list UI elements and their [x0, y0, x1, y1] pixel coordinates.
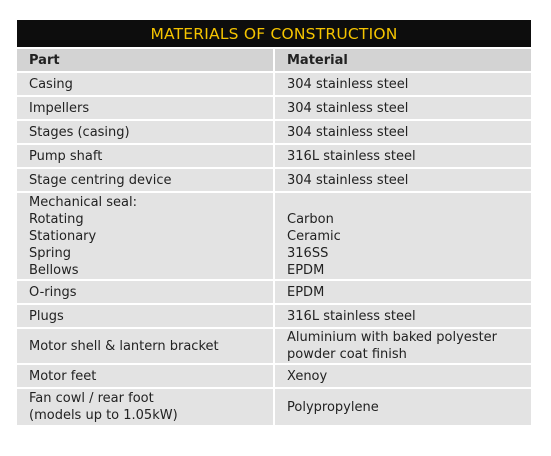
- part-cell: O-rings: [17, 280, 275, 305]
- material-line: Ceramic: [287, 228, 341, 244]
- material-cell: 316L stainless steel: [274, 144, 531, 169]
- table-row-mechanical-seal: Mechanical seal: Rotating Stationary Spr…: [17, 192, 531, 281]
- part-line: (models up to 1.05kW): [29, 408, 178, 423]
- part-line: Stationary: [29, 228, 97, 244]
- header-part: Part: [17, 49, 275, 73]
- part-cell: Plugs: [17, 304, 275, 329]
- part-cell: Pump shaft: [17, 144, 275, 169]
- material-line: 316SS: [287, 245, 329, 261]
- part-line: Rotating: [29, 211, 84, 227]
- material-cell: Polypropylene: [274, 388, 531, 427]
- material-cell: Carbon Ceramic 316SS EPDM: [274, 192, 531, 281]
- material-line: Carbon: [287, 211, 334, 227]
- material-line: Aluminium with baked polyester: [287, 330, 498, 345]
- table-row: Motor feet Xenoy: [17, 364, 531, 389]
- materials-grid: Part Material Casing 304 stainless steel…: [17, 49, 531, 427]
- header-material: Material: [274, 49, 531, 73]
- material-cell: 316L stainless steel: [274, 304, 531, 329]
- part-cell: Mechanical seal: Rotating Stationary Spr…: [17, 192, 275, 281]
- material-line: EPDM: [287, 262, 325, 278]
- table-row: Stages (casing) 304 stainless steel: [17, 120, 531, 145]
- part-line: Mechanical seal:: [29, 194, 138, 210]
- part-line: Bellows: [29, 262, 79, 278]
- part-cell: Motor feet: [17, 364, 275, 389]
- part-cell: Casing: [17, 72, 275, 97]
- table-row: O-rings EPDM: [17, 280, 531, 305]
- part-cell: Motor shell & lantern bracket: [17, 328, 275, 365]
- table-row: Casing 304 stainless steel: [17, 72, 531, 97]
- part-line: Spring: [29, 245, 71, 261]
- part-line: Fan cowl / rear foot: [29, 391, 154, 406]
- material-cell: Xenoy: [274, 364, 531, 389]
- material-cell: EPDM: [274, 280, 531, 305]
- material-line: powder coat finish: [287, 347, 407, 362]
- material-cell: 304 stainless steel: [274, 96, 531, 121]
- material-cell: 304 stainless steel: [274, 72, 531, 97]
- table-row: Impellers 304 stainless steel: [17, 96, 531, 121]
- material-cell: Aluminium with baked polyester powder co…: [274, 328, 531, 365]
- material-cell: 304 stainless steel: [274, 120, 531, 145]
- table-row: Stage centring device 304 stainless stee…: [17, 168, 531, 193]
- material-cell: 304 stainless steel: [274, 168, 531, 193]
- table-row: Plugs 316L stainless steel: [17, 304, 531, 329]
- part-cell: Stages (casing): [17, 120, 275, 145]
- table-title: MATERIALS OF CONSTRUCTION: [17, 20, 531, 49]
- table-row: Motor shell & lantern bracket Aluminium …: [17, 328, 531, 365]
- table-row: Pump shaft 316L stainless steel: [17, 144, 531, 169]
- part-cell: Impellers: [17, 96, 275, 121]
- materials-table: MATERIALS OF CONSTRUCTION Part Material …: [17, 20, 531, 427]
- header-row: Part Material: [17, 49, 531, 73]
- part-cell: Stage centring device: [17, 168, 275, 193]
- part-cell: Fan cowl / rear foot (models up to 1.05k…: [17, 388, 275, 427]
- table-row: Fan cowl / rear foot (models up to 1.05k…: [17, 388, 531, 427]
